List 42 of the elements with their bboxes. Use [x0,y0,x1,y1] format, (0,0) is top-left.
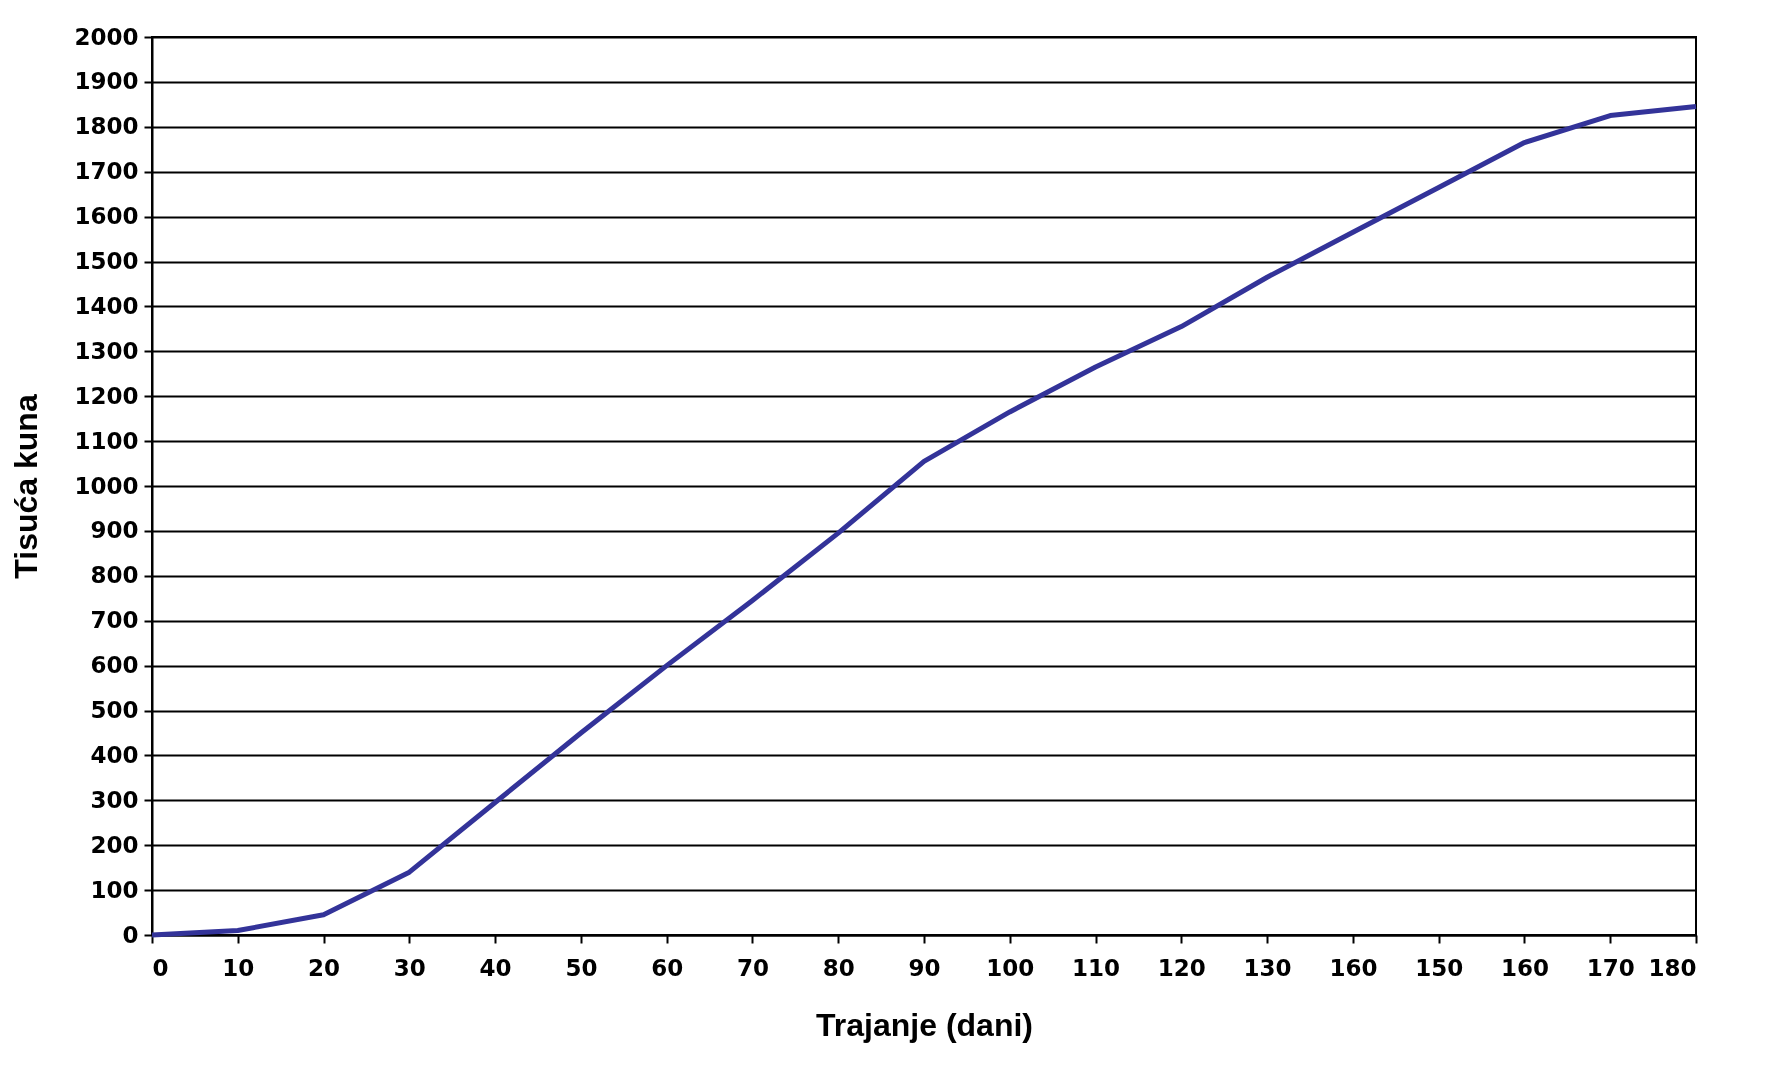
y-tick-label: 1400 [74,292,139,319]
y-tick-label: 500 [90,697,139,723]
x-tick-label: 160 [1329,954,1378,981]
x-tick-label: 170 [1586,954,1635,981]
x-tick-label: 90 [908,954,941,981]
y-tick-label: 1700 [74,158,139,185]
y-tick-label: 1000 [74,472,139,499]
x-tick-label: 80 [822,954,855,981]
x-tick-label: 10 [222,954,255,981]
y-tick-label: 700 [90,607,139,634]
y-tick-label: 200 [90,831,139,858]
y-tick-label: 1600 [74,203,139,230]
y-tick-label: 2000 [74,23,139,50]
y-axis-title: Tisuća kuna [8,394,45,579]
y-tick-label: 100 [90,876,139,903]
x-tick-label: 120 [1157,954,1206,981]
x-tick-label: 150 [1415,954,1464,981]
y-tick-label: 600 [90,652,139,679]
y-tick-label: 900 [90,517,139,544]
x-tick-label: 180 [1648,954,1697,981]
y-tick-label: 1500 [74,248,139,274]
x-tick-label: 70 [736,954,769,981]
x-tick-label: 30 [393,954,426,981]
x-tick-label: 100 [986,954,1035,981]
x-tick-label: 50 [565,954,598,981]
y-tick-label: 400 [90,741,139,768]
y-tick-label: 1300 [74,337,139,364]
x-tick-label: 130 [1243,954,1292,981]
y-tick-label: 1900 [74,68,139,95]
y-tick-label: 0 [122,921,139,948]
y-tick-label: 300 [90,786,139,813]
x-tick-label: 40 [479,954,512,981]
y-tick-label: 1200 [74,382,139,409]
x-axis-title: Trajanje (dani) [816,1006,1033,1043]
y-tick-label: 1100 [74,427,139,454]
y-tick-label: 1800 [74,113,139,140]
x-tick-label: 160 [1500,954,1549,981]
x-tick-label: 20 [308,954,341,981]
x-tick-label: 110 [1072,954,1121,981]
y-tick-label: 800 [90,562,139,589]
x-tick-label: 0 [152,954,169,981]
x-tick-label: 60 [651,954,684,981]
